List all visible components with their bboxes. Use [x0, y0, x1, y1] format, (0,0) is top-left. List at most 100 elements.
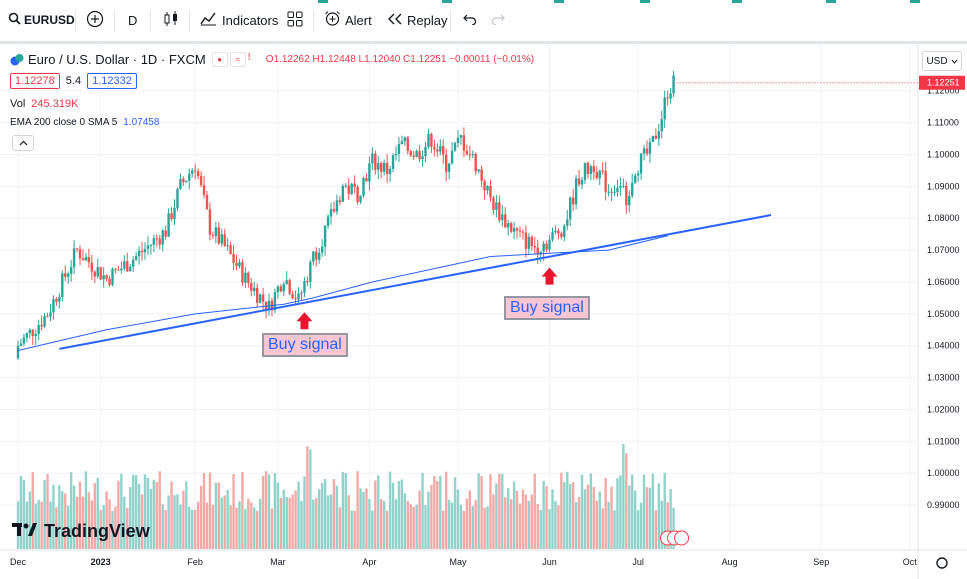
volume-bar — [462, 510, 466, 549]
candle-body — [126, 261, 129, 272]
alert-button[interactable]: Alert — [324, 0, 372, 40]
volume-bar — [362, 492, 365, 549]
time-tick-label: Jun — [542, 557, 557, 567]
candle-body — [509, 223, 513, 232]
price-chart[interactable]: 1.12000 1.11000 1.10000 1.09000 1.08000 1.070… — [0, 44, 967, 579]
ema-label: EMA 200 close 0 SMA 5 — [10, 117, 118, 128]
wave-icon: ≈ — [229, 52, 246, 67]
legend-menu-button[interactable]: ● ≈ ! — [211, 52, 258, 67]
volume-bar — [329, 494, 333, 549]
volume-bar — [120, 473, 123, 549]
chart-type-button[interactable] — [162, 0, 180, 40]
volume-bar — [480, 476, 483, 549]
undo-button[interactable] — [461, 0, 477, 40]
candle-body — [468, 154, 472, 156]
symbol-search-button[interactable]: EURUSD — [8, 0, 75, 40]
toolbar-accent — [910, 0, 920, 3]
interval-button[interactable]: D — [128, 0, 137, 40]
templates-button[interactable] — [287, 0, 303, 40]
volume-bar — [285, 496, 288, 549]
candle-body — [40, 324, 43, 327]
candle-body — [412, 155, 415, 157]
candle-body — [288, 280, 291, 294]
price-tick-label: 1.12000 — [927, 86, 960, 96]
volume-bar — [557, 505, 560, 549]
volume-bar — [648, 487, 652, 549]
volume-bar — [365, 488, 368, 549]
candle-body — [444, 154, 448, 172]
ema-value: 1.07458 — [123, 117, 160, 128]
candle-body — [255, 287, 259, 303]
candle-body — [447, 163, 451, 172]
candle-body — [577, 178, 581, 185]
candle-body — [67, 273, 70, 277]
toolbar-divider — [313, 10, 314, 32]
volume-bar — [625, 453, 628, 549]
volume-legend: Vol 245.319K — [10, 98, 78, 110]
volume-bar — [344, 473, 347, 549]
volume-bar — [356, 471, 359, 549]
tradingview-logo[interactable]: TradingView — [12, 521, 150, 542]
candle-body — [276, 286, 280, 293]
volume-bar — [126, 508, 129, 549]
volume-bar — [388, 471, 392, 549]
candle-body — [628, 195, 631, 206]
candle-body — [244, 272, 247, 283]
volume-bar — [495, 483, 498, 549]
volume-bar — [489, 474, 492, 549]
volume-bar — [380, 499, 383, 549]
toolbar-accent — [554, 0, 564, 3]
indicators-button[interactable]: Indicators — [200, 0, 278, 40]
candle-body — [81, 258, 85, 261]
candle-body — [96, 267, 99, 277]
redo-button[interactable] — [491, 0, 507, 40]
candle-body — [19, 343, 23, 346]
candle-body — [134, 255, 138, 260]
candle-body — [415, 150, 418, 157]
volume-bar — [244, 508, 247, 549]
candle-body — [28, 329, 32, 334]
volume-bar — [350, 510, 353, 549]
candle-body — [52, 299, 55, 313]
candle-body — [241, 262, 244, 283]
buy-signal-label: Buy signal — [262, 333, 348, 357]
compare-symbol-button[interactable] — [86, 0, 104, 40]
volume-bar — [607, 501, 610, 549]
volume-bar — [592, 486, 596, 549]
candle-body — [631, 182, 634, 196]
support-trendline — [59, 214, 772, 350]
candle-body — [61, 273, 64, 297]
candle-body — [143, 248, 147, 253]
time-tick-label: Apr — [362, 557, 376, 567]
candle-body — [424, 146, 427, 157]
volume-bar — [412, 506, 415, 549]
chart-title: Euro / U.S. Dollar · 1D · FXCM — [28, 52, 206, 67]
candle-body — [315, 251, 318, 260]
volume-bar — [527, 500, 531, 549]
buy-price-button[interactable]: 1.12332 — [87, 73, 137, 89]
volume-bar — [28, 491, 32, 549]
settings-icon[interactable] — [936, 557, 948, 569]
collapse-legend-button[interactable] — [12, 135, 34, 151]
volume-bar — [49, 501, 52, 549]
volume-bar — [651, 473, 655, 549]
replay-button[interactable]: Replay — [387, 0, 447, 40]
candle-body — [347, 185, 350, 194]
candle-body — [616, 187, 619, 193]
brand-name: TradingView — [44, 521, 150, 541]
volume-bar — [468, 490, 472, 549]
candle-body — [158, 238, 161, 245]
candle-body — [46, 316, 49, 318]
volume-bar — [397, 481, 401, 549]
sell-price-button[interactable]: 1.12278 — [10, 73, 60, 89]
volume-bar — [129, 486, 132, 549]
candle-body — [232, 253, 235, 263]
chart-area[interactable]: 1.12000 1.11000 1.10000 1.09000 1.08000 1.070… — [0, 44, 967, 579]
candle-body — [258, 294, 262, 303]
candle-body — [539, 251, 542, 255]
volume-bar — [191, 509, 194, 549]
candle-body — [527, 236, 531, 249]
candle-body — [102, 275, 105, 280]
currency-selector[interactable]: USD — [922, 51, 962, 71]
volume-bar — [320, 482, 324, 549]
